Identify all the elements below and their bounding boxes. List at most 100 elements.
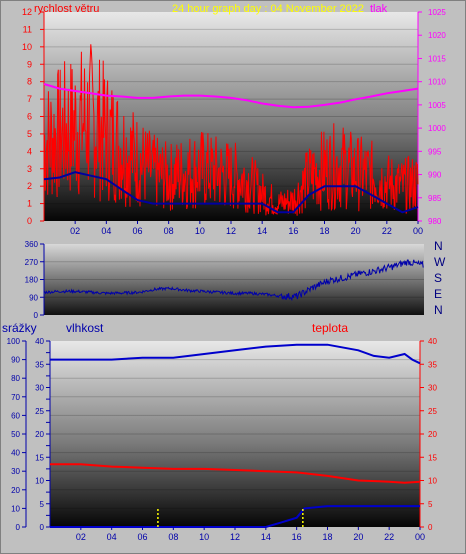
humidity-y-tick-label: 5 — [40, 500, 45, 509]
humidity-x-tick-label: 14 — [261, 532, 271, 542]
wind-y-tick-label: 3 — [27, 164, 32, 174]
humidity-x-tick-label: 18 — [322, 532, 332, 542]
humidity-y-tick-label: 20 — [35, 430, 44, 439]
wind-x-tick-label: 06 — [132, 226, 142, 236]
wind-y-tick-label: 12 — [22, 7, 32, 17]
humidity-y-tick-label: 40 — [35, 337, 44, 346]
wind-x-tick-label: 14 — [257, 226, 267, 236]
rain-label: srážky — [2, 321, 37, 335]
temperature-y-tick-label: 5 — [428, 500, 433, 509]
wind-x-tick-label: 20 — [351, 226, 361, 236]
pressure-label: tlak — [370, 3, 388, 15]
wind-y-tick-label: 9 — [27, 59, 32, 69]
temperature-y-tick-label: 0 — [428, 523, 433, 532]
temperature-y-tick-label: 25 — [428, 407, 437, 416]
direction-y-tick-label: 180 — [25, 276, 39, 285]
humidity-y-tick-label: 30 — [35, 384, 44, 393]
wind-y-tick-label: 2 — [27, 181, 32, 191]
rain-scale-tick-label: 100 — [7, 337, 21, 346]
wind-y-tick-label: 10 — [22, 42, 32, 52]
wind-speed-series — [43, 44, 419, 216]
humidity-y-tick-label: 15 — [35, 453, 44, 462]
humidity-y-tick-label: 10 — [35, 477, 44, 486]
humidity-x-tick-label: 00 — [415, 532, 425, 542]
wind-x-tick-label: 12 — [226, 226, 236, 236]
temperature-label: teplota — [312, 321, 349, 335]
pressure-y-tick-label: 1025 — [428, 8, 446, 17]
pressure-y-tick-label: 1005 — [428, 101, 446, 110]
temperature-y-tick-label: 30 — [428, 384, 437, 393]
temperature-y-tick-label: 10 — [428, 477, 437, 486]
direction-y-tick-label: 360 — [25, 240, 39, 249]
wind-y-tick-label: 8 — [27, 77, 32, 87]
pressure-y-tick-label: 995 — [428, 147, 442, 156]
pressure-y-tick-label: 990 — [428, 171, 442, 180]
humidity-x-tick-label: 02 — [76, 532, 86, 542]
humidity-y-tick-label: 35 — [35, 360, 44, 369]
direction-y-tick-label: 270 — [25, 258, 39, 267]
pressure-y-tick-label: 980 — [428, 217, 442, 226]
humidity-series — [50, 343, 421, 365]
rain-scale-tick-label: 20 — [11, 486, 20, 495]
wind-x-tick-label: 10 — [195, 226, 205, 236]
wind-speed-label: rychlost větru — [34, 3, 100, 15]
humidity-x-tick-label: 16 — [292, 532, 302, 542]
rain-scale-tick-label: 40 — [11, 449, 20, 458]
wind-y-tick-label: 7 — [27, 94, 32, 104]
wind-x-tick-label: 22 — [382, 226, 392, 236]
temperature-y-tick-label: 35 — [428, 360, 437, 369]
temperature-y-tick-label: 15 — [428, 453, 437, 462]
humidity-y-tick-label: 25 — [35, 407, 44, 416]
compass-e: E — [434, 287, 443, 301]
compass-n-top: N — [434, 239, 443, 253]
humidity-label: vlhkost — [66, 321, 104, 335]
temperature-y-tick-label: 20 — [428, 430, 437, 439]
rain-scale-tick-label: 60 — [11, 411, 20, 420]
rain-scale-tick-label: 70 — [11, 393, 20, 402]
temperature-y-tick-label: 40 — [428, 337, 437, 346]
compass-n-bottom: N — [434, 303, 443, 317]
pressure-series — [43, 83, 419, 109]
humidity-x-tick-label: 10 — [199, 532, 209, 542]
humidity-x-tick-label: 06 — [137, 532, 147, 542]
humidity-y-tick-label: 0 — [40, 523, 45, 532]
rain-scale-tick-label: 80 — [11, 374, 20, 383]
pressure-y-tick-label: 1015 — [428, 54, 446, 63]
wind-x-tick-label: 18 — [319, 226, 329, 236]
humidity-x-tick-label: 04 — [107, 532, 117, 542]
rain-scale-tick-label: 0 — [16, 523, 21, 532]
direction-y-tick-label: 90 — [29, 293, 38, 302]
wind-y-tick-label: 0 — [27, 216, 32, 226]
pressure-y-tick-label: 985 — [428, 194, 442, 203]
rain-scale-tick-label: 90 — [11, 356, 20, 365]
humidity-x-tick-label: 08 — [168, 532, 178, 542]
rain-scale-tick-label: 30 — [11, 467, 20, 476]
wind-direction-series — [43, 259, 424, 302]
compass-w: W — [434, 255, 446, 269]
wind-y-tick-label: 11 — [23, 24, 32, 34]
wind-x-tick-label: 02 — [70, 226, 80, 236]
rain-scale-tick-label: 50 — [11, 430, 20, 439]
wind-x-tick-label: 04 — [101, 226, 111, 236]
wind-y-tick-label: 5 — [27, 129, 32, 139]
graph-date-title: 24 hour graph day : 04 November 2022 — [172, 3, 365, 15]
wind-x-tick-label: 00 — [413, 226, 423, 236]
direction-y-tick-label: 0 — [34, 311, 39, 320]
pressure-y-tick-label: 1020 — [428, 31, 446, 40]
humidity-panel-background — [50, 341, 420, 527]
wind-gust-series — [43, 171, 419, 214]
wind-x-tick-label: 08 — [164, 226, 174, 236]
compass-s: S — [434, 271, 443, 285]
wind-x-tick-label: 16 — [288, 226, 298, 236]
direction-panel-background — [44, 244, 424, 315]
humidity-x-tick-label: 22 — [384, 532, 394, 542]
wind-y-tick-label: 6 — [27, 112, 32, 122]
wind-y-tick-label: 1 — [27, 199, 32, 209]
temperature-series — [50, 463, 421, 484]
humidity-x-tick-label: 12 — [230, 532, 240, 542]
pressure-y-tick-label: 1010 — [428, 78, 446, 87]
rain-scale-tick-label: 10 — [11, 504, 20, 513]
pressure-y-tick-label: 1000 — [428, 124, 446, 133]
humidity-x-tick-label: 20 — [353, 532, 363, 542]
